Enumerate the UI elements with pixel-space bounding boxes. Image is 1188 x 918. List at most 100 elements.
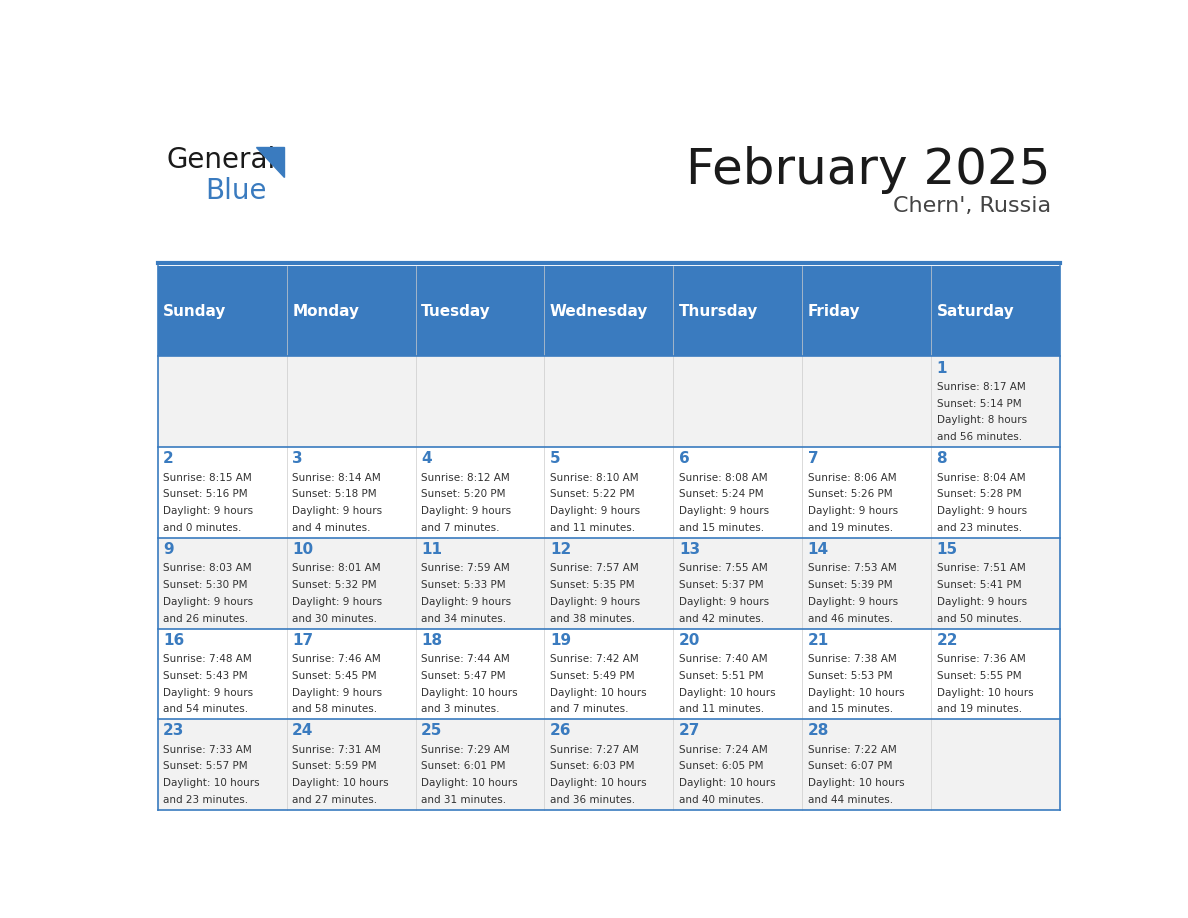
Text: Sunrise: 7:42 AM: Sunrise: 7:42 AM: [550, 654, 639, 664]
Text: Sunrise: 8:06 AM: Sunrise: 8:06 AM: [808, 473, 897, 483]
Text: Daylight: 9 hours: Daylight: 9 hours: [292, 688, 383, 698]
Text: Sunrise: 7:31 AM: Sunrise: 7:31 AM: [292, 744, 381, 755]
Bar: [674, 538, 802, 629]
Text: Sunset: 5:41 PM: Sunset: 5:41 PM: [936, 580, 1022, 590]
Text: Daylight: 10 hours: Daylight: 10 hours: [550, 778, 646, 789]
Bar: [286, 447, 416, 538]
Text: Sunrise: 7:22 AM: Sunrise: 7:22 AM: [808, 744, 897, 755]
Text: Monday: Monday: [292, 304, 359, 319]
Text: and 11 minutes.: and 11 minutes.: [678, 704, 764, 714]
Text: and 58 minutes.: and 58 minutes.: [292, 704, 378, 714]
Text: 27: 27: [678, 723, 700, 738]
Bar: [931, 629, 1060, 719]
Bar: [544, 447, 674, 538]
Text: Sunset: 5:30 PM: Sunset: 5:30 PM: [163, 580, 248, 590]
Text: Daylight: 9 hours: Daylight: 9 hours: [421, 597, 511, 607]
Text: Chern', Russia: Chern', Russia: [892, 196, 1051, 217]
Bar: [674, 447, 802, 538]
Bar: [802, 538, 931, 629]
Text: Sunrise: 8:10 AM: Sunrise: 8:10 AM: [550, 473, 639, 483]
Text: and 3 minutes.: and 3 minutes.: [421, 704, 499, 714]
Text: Daylight: 10 hours: Daylight: 10 hours: [550, 688, 646, 698]
Bar: [286, 629, 416, 719]
Text: Sunset: 6:07 PM: Sunset: 6:07 PM: [808, 761, 892, 771]
Text: Daylight: 9 hours: Daylight: 9 hours: [163, 597, 253, 607]
Text: Sunset: 5:43 PM: Sunset: 5:43 PM: [163, 671, 248, 681]
Text: Daylight: 9 hours: Daylight: 9 hours: [292, 597, 383, 607]
Bar: [802, 719, 931, 810]
Bar: [802, 629, 931, 719]
Text: Daylight: 10 hours: Daylight: 10 hours: [678, 688, 776, 698]
Text: Daylight: 8 hours: Daylight: 8 hours: [936, 415, 1026, 425]
Text: Sunrise: 8:12 AM: Sunrise: 8:12 AM: [421, 473, 510, 483]
Text: Daylight: 9 hours: Daylight: 9 hours: [808, 597, 898, 607]
Text: Sunset: 5:24 PM: Sunset: 5:24 PM: [678, 489, 764, 499]
Text: Sunset: 5:20 PM: Sunset: 5:20 PM: [421, 489, 506, 499]
Text: Sunday: Sunday: [163, 304, 227, 319]
Bar: [544, 538, 674, 629]
Bar: [544, 719, 674, 810]
Text: Sunset: 5:53 PM: Sunset: 5:53 PM: [808, 671, 892, 681]
Text: and 23 minutes.: and 23 minutes.: [163, 795, 248, 805]
Text: and 26 minutes.: and 26 minutes.: [163, 613, 248, 623]
Bar: [802, 356, 931, 447]
Text: Sunrise: 8:04 AM: Sunrise: 8:04 AM: [936, 473, 1025, 483]
Polygon shape: [257, 147, 284, 176]
Text: Sunrise: 7:51 AM: Sunrise: 7:51 AM: [936, 564, 1025, 573]
Bar: [931, 356, 1060, 447]
Text: 17: 17: [292, 633, 314, 648]
Text: Daylight: 10 hours: Daylight: 10 hours: [678, 778, 776, 789]
Text: Daylight: 9 hours: Daylight: 9 hours: [163, 688, 253, 698]
Text: Sunset: 5:57 PM: Sunset: 5:57 PM: [163, 761, 248, 771]
Text: Blue: Blue: [206, 176, 267, 205]
Text: Daylight: 9 hours: Daylight: 9 hours: [550, 597, 640, 607]
Text: and 4 minutes.: and 4 minutes.: [292, 523, 371, 532]
Bar: [931, 265, 1060, 356]
Text: 25: 25: [421, 723, 442, 738]
Text: Sunset: 5:47 PM: Sunset: 5:47 PM: [421, 671, 506, 681]
Text: and 44 minutes.: and 44 minutes.: [808, 795, 893, 805]
Bar: [416, 447, 544, 538]
Text: 15: 15: [936, 542, 958, 557]
Text: Sunset: 6:05 PM: Sunset: 6:05 PM: [678, 761, 764, 771]
Text: Sunrise: 8:17 AM: Sunrise: 8:17 AM: [936, 382, 1025, 392]
Text: Daylight: 10 hours: Daylight: 10 hours: [808, 688, 904, 698]
Text: 22: 22: [936, 633, 958, 648]
Text: Saturday: Saturday: [936, 304, 1015, 319]
Text: and 42 minutes.: and 42 minutes.: [678, 613, 764, 623]
Text: Sunset: 5:55 PM: Sunset: 5:55 PM: [936, 671, 1022, 681]
Text: Sunrise: 7:53 AM: Sunrise: 7:53 AM: [808, 564, 897, 573]
Text: Sunset: 5:51 PM: Sunset: 5:51 PM: [678, 671, 764, 681]
Text: Daylight: 10 hours: Daylight: 10 hours: [936, 688, 1034, 698]
Bar: [158, 265, 286, 356]
Text: and 30 minutes.: and 30 minutes.: [292, 613, 377, 623]
Text: Sunrise: 7:33 AM: Sunrise: 7:33 AM: [163, 744, 252, 755]
Bar: [674, 719, 802, 810]
Text: February 2025: February 2025: [687, 145, 1051, 194]
Text: Sunrise: 7:59 AM: Sunrise: 7:59 AM: [421, 564, 510, 573]
Text: Sunrise: 7:44 AM: Sunrise: 7:44 AM: [421, 654, 510, 664]
Text: Sunset: 5:28 PM: Sunset: 5:28 PM: [936, 489, 1022, 499]
Text: Sunrise: 8:03 AM: Sunrise: 8:03 AM: [163, 564, 252, 573]
Text: and 23 minutes.: and 23 minutes.: [936, 523, 1022, 532]
Text: and 36 minutes.: and 36 minutes.: [550, 795, 636, 805]
Text: 20: 20: [678, 633, 700, 648]
Bar: [674, 265, 802, 356]
Bar: [158, 447, 286, 538]
Text: 2: 2: [163, 452, 173, 466]
Text: Sunrise: 7:36 AM: Sunrise: 7:36 AM: [936, 654, 1025, 664]
Text: Sunset: 5:22 PM: Sunset: 5:22 PM: [550, 489, 634, 499]
Text: and 27 minutes.: and 27 minutes.: [292, 795, 378, 805]
Text: Friday: Friday: [808, 304, 860, 319]
Text: 8: 8: [936, 452, 947, 466]
Text: Daylight: 9 hours: Daylight: 9 hours: [808, 506, 898, 516]
Text: and 38 minutes.: and 38 minutes.: [550, 613, 636, 623]
Bar: [674, 629, 802, 719]
Text: Daylight: 9 hours: Daylight: 9 hours: [936, 597, 1026, 607]
Bar: [416, 265, 544, 356]
Bar: [802, 447, 931, 538]
Text: 5: 5: [550, 452, 561, 466]
Text: Sunset: 5:14 PM: Sunset: 5:14 PM: [936, 398, 1022, 409]
Text: 3: 3: [292, 452, 303, 466]
Text: and 46 minutes.: and 46 minutes.: [808, 613, 893, 623]
